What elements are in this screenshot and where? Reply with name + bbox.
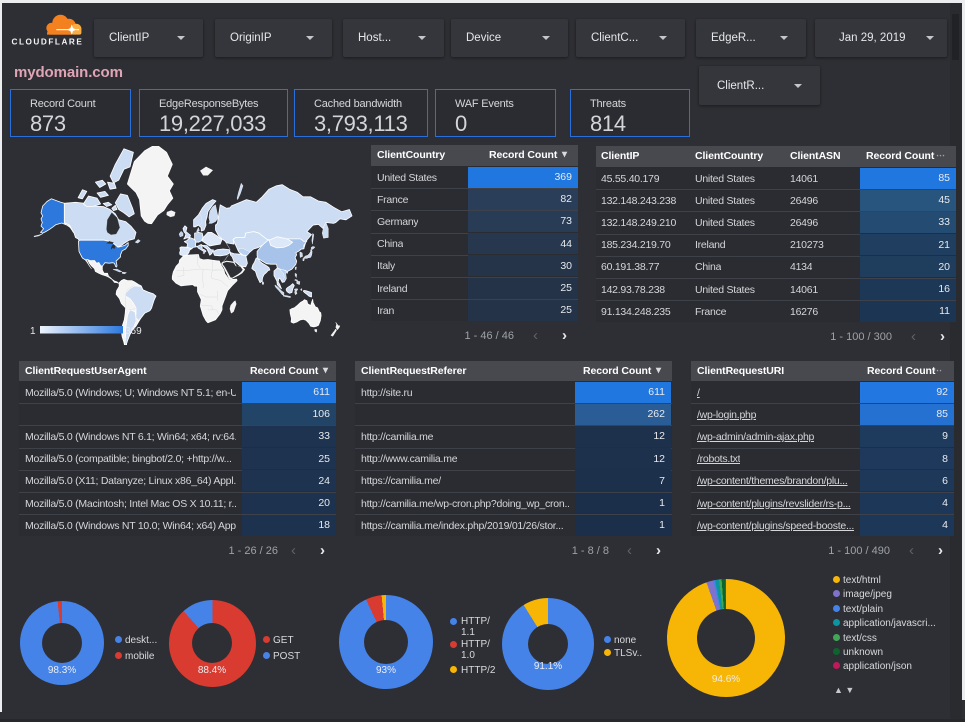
svg-text:1: 1	[30, 326, 36, 337]
svg-text:369: 369	[125, 326, 142, 337]
svg-text:CLOUDFLARE: CLOUDFLARE	[12, 37, 84, 46]
